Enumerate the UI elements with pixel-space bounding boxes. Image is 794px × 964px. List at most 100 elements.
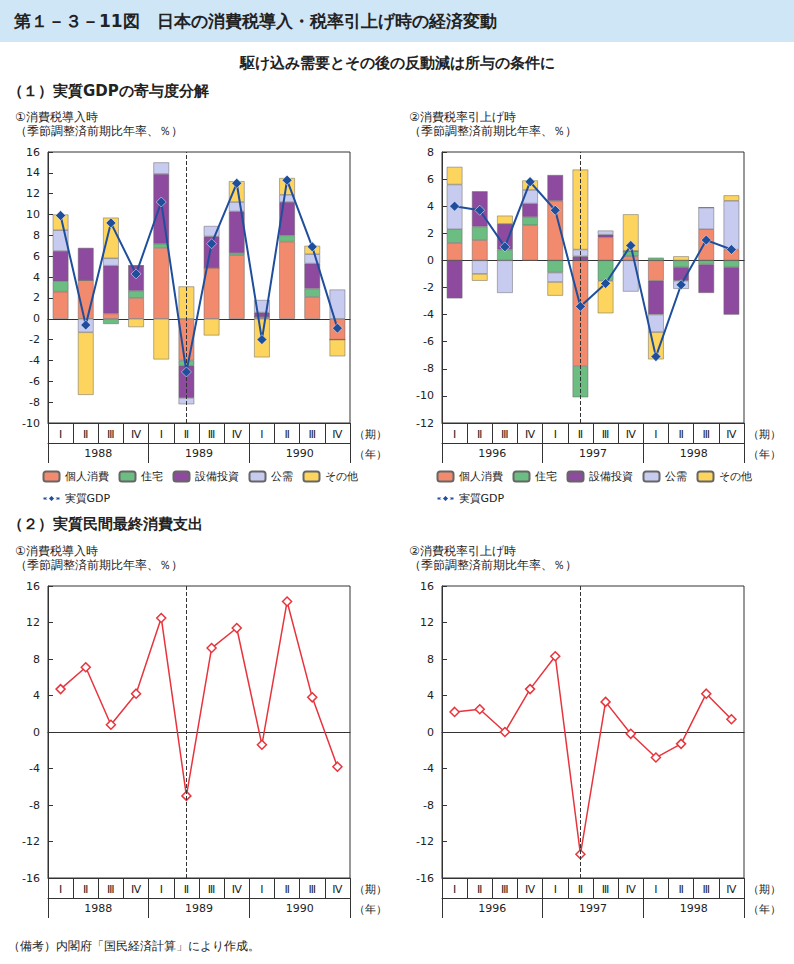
svg-text:1988: 1988 [84,447,112,460]
svg-text:6: 6 [33,250,40,263]
svg-text:Ⅰ: Ⅰ [554,883,557,896]
svg-text:Ⅲ: Ⅲ [308,883,316,896]
svg-text:Ⅳ: Ⅳ [525,428,536,441]
svg-text:実質GDP: 実質GDP [65,492,111,505]
svg-text:Ⅰ: Ⅰ [554,428,557,441]
svg-text:設備投資: 設備投資 [589,470,633,483]
svg-text:Ⅳ: Ⅳ [232,883,243,896]
svg-text:4: 4 [33,271,40,284]
svg-text:-2: -2 [29,333,40,346]
svg-text:（期）: （期） [748,883,781,896]
svg-text:16: 16 [26,146,40,159]
svg-text:Ⅱ: Ⅱ [578,883,583,896]
svg-text:Ⅰ: Ⅰ [453,883,456,896]
svg-text:Ⅰ: Ⅰ [160,428,163,441]
svg-text:（年）: （年） [748,448,781,461]
svg-text:Ⅲ: Ⅲ [702,883,710,896]
svg-text:Ⅲ: Ⅲ [208,428,216,441]
svg-text:Ⅲ: Ⅲ [501,883,509,896]
svg-text:Ⅳ: Ⅳ [232,428,243,441]
svg-text:Ⅰ: Ⅰ [59,428,62,441]
svg-text:2: 2 [33,291,40,304]
svg-text:Ⅰ: Ⅰ [453,428,456,441]
svg-text:Ⅰ: Ⅰ [260,883,263,896]
svg-text:-12: -12 [416,417,434,430]
svg-text:設備投資: 設備投資 [195,470,239,483]
svg-text:Ⅳ: Ⅳ [726,883,737,896]
svg-text:Ⅱ: Ⅱ [284,883,289,896]
svg-text:1989: 1989 [185,447,213,460]
svg-text:（期）: （期） [748,428,781,441]
svg-text:Ⅱ: Ⅱ [83,428,88,441]
svg-text:0: 0 [33,312,40,325]
svg-text:1997: 1997 [579,902,607,915]
svg-text:2: 2 [427,227,434,240]
svg-text:0: 0 [427,254,434,267]
svg-text:10: 10 [26,208,40,221]
svg-text:-10: -10 [22,417,40,430]
svg-text:16: 16 [420,580,434,593]
svg-text:8: 8 [33,229,40,242]
svg-text:Ⅳ: Ⅳ [332,428,343,441]
svg-text:4: 4 [33,689,40,702]
svg-text:-16: -16 [416,872,434,885]
svg-text:6: 6 [427,173,434,186]
svg-text:Ⅳ: Ⅳ [626,883,637,896]
svg-text:Ⅳ: Ⅳ [626,428,637,441]
svg-text:個人消費: 個人消費 [459,470,503,483]
svg-text:-4: -4 [423,308,434,321]
svg-text:Ⅱ: Ⅱ [477,883,482,896]
svg-text:-8: -8 [29,396,40,409]
svg-text:-8: -8 [423,362,434,375]
svg-text:（年）: （年） [354,448,387,461]
svg-text:Ⅲ: Ⅲ [308,428,316,441]
svg-text:0: 0 [427,726,434,739]
svg-text:-8: -8 [423,799,434,812]
svg-text:1997: 1997 [579,447,607,460]
svg-text:（年）: （年） [748,903,781,916]
svg-text:（季節調整済前期比年率、％）: （季節調整済前期比年率、％） [15,124,183,138]
svg-text:Ⅰ: Ⅰ [260,428,263,441]
svg-text:Ⅳ: Ⅳ [726,428,737,441]
svg-text:住宅: 住宅 [141,470,163,483]
svg-text:②消費税率引上げ時: ②消費税率引上げ時 [409,110,516,124]
svg-text:1988: 1988 [84,902,112,915]
svg-text:Ⅱ: Ⅱ [477,428,482,441]
svg-text:（季節調整済前期比年率、％）: （季節調整済前期比年率、％） [409,124,577,138]
svg-text:-2: -2 [423,281,434,294]
svg-text:1989: 1989 [185,902,213,915]
svg-text:1998: 1998 [680,902,708,915]
svg-text:4: 4 [427,689,434,702]
svg-text:個人消費: 個人消費 [65,470,109,483]
svg-text:-10: -10 [416,389,434,402]
svg-text:Ⅱ: Ⅱ [678,883,683,896]
svg-text:8: 8 [33,653,40,666]
svg-text:16: 16 [26,580,40,593]
svg-text:（年）: （年） [354,903,387,916]
svg-text:1996: 1996 [478,447,506,460]
svg-text:0: 0 [33,726,40,739]
svg-text:-6: -6 [29,375,40,388]
svg-text:1990: 1990 [286,902,314,915]
svg-text:8: 8 [427,146,434,159]
svg-text:Ⅲ: Ⅲ [208,883,216,896]
svg-text:Ⅱ: Ⅱ [678,428,683,441]
svg-text:-8: -8 [29,799,40,812]
svg-text:Ⅲ: Ⅲ [602,428,610,441]
svg-text:-4: -4 [29,354,40,367]
svg-text:その他: その他 [325,470,358,483]
svg-text:Ⅰ: Ⅰ [160,883,163,896]
svg-text:Ⅱ: Ⅱ [184,883,189,896]
svg-text:Ⅲ: Ⅲ [602,883,610,896]
svg-text:（期）: （期） [354,428,387,441]
svg-text:Ⅳ: Ⅳ [332,883,343,896]
svg-text:-16: -16 [22,872,40,885]
svg-text:Ⅳ: Ⅳ [131,883,142,896]
svg-text:Ⅱ: Ⅱ [578,428,583,441]
svg-text:14: 14 [26,166,40,179]
svg-text:4: 4 [427,200,434,213]
svg-text:12: 12 [26,616,40,629]
svg-text:-6: -6 [423,335,434,348]
svg-text:8: 8 [427,653,434,666]
svg-text:Ⅲ: Ⅲ [107,428,115,441]
